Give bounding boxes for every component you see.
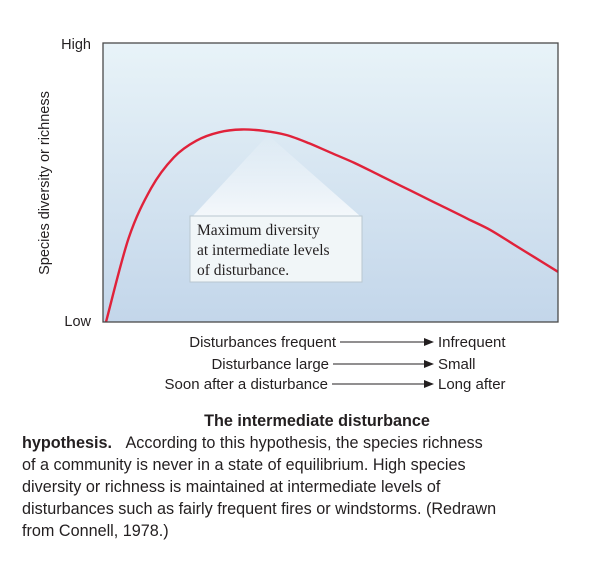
x-row-3-right: Long after bbox=[438, 376, 506, 393]
annotation-line-1: Maximum diversity bbox=[197, 222, 320, 239]
caption-first-line: hypothesis. According to this hypothesis… bbox=[22, 432, 582, 454]
annotation-line-3: of disturbance. bbox=[197, 262, 289, 279]
x-row-3-left: Soon after a disturbance bbox=[165, 376, 328, 393]
caption-line-3: diversity or richness is maintained at i… bbox=[22, 478, 441, 496]
x-row-3: Soon after a disturbance Long after bbox=[165, 376, 506, 393]
figure-caption: The intermediate disturbance hypothesis.… bbox=[22, 410, 582, 542]
caption-line-4: disturbances such as fairly frequent fir… bbox=[22, 500, 497, 518]
x-row-3-arrowhead bbox=[424, 380, 434, 388]
y-axis-label: Species diversity or richness bbox=[37, 91, 53, 275]
annotation-pointer bbox=[193, 135, 360, 216]
x-row-1-arrowhead bbox=[424, 338, 434, 346]
annotation-line-2: at intermediate levels bbox=[197, 242, 330, 259]
annotation-box bbox=[189, 215, 363, 283]
caption-title: The intermediate disturbance bbox=[204, 412, 430, 430]
chart: Maximum diversity at intermediate levels… bbox=[37, 37, 559, 393]
caption-bold-lead: hypothesis. bbox=[22, 434, 112, 452]
x-row-1-right: Infrequent bbox=[438, 334, 506, 351]
x-row-2-arrowhead bbox=[424, 360, 434, 368]
plot-frame bbox=[102, 42, 559, 323]
caption-line-5: from Connell, 1978.) bbox=[22, 522, 169, 540]
x-row-2-right: Small bbox=[438, 356, 476, 373]
x-row-2: Disturbance large Small bbox=[211, 356, 475, 373]
x-row-1-left: Disturbances frequent bbox=[189, 334, 337, 351]
caption-line-2: of a community is never in a state of eq… bbox=[22, 456, 466, 474]
x-row-1: Disturbances frequent Infrequent bbox=[189, 334, 506, 351]
caption-body-line-1: According to this hypothesis, the specie… bbox=[125, 434, 483, 452]
x-row-2-left: Disturbance large bbox=[211, 356, 329, 373]
data-series-line bbox=[104, 128, 559, 323]
y-tick-high: High bbox=[61, 37, 91, 53]
y-tick-low: Low bbox=[64, 314, 91, 330]
